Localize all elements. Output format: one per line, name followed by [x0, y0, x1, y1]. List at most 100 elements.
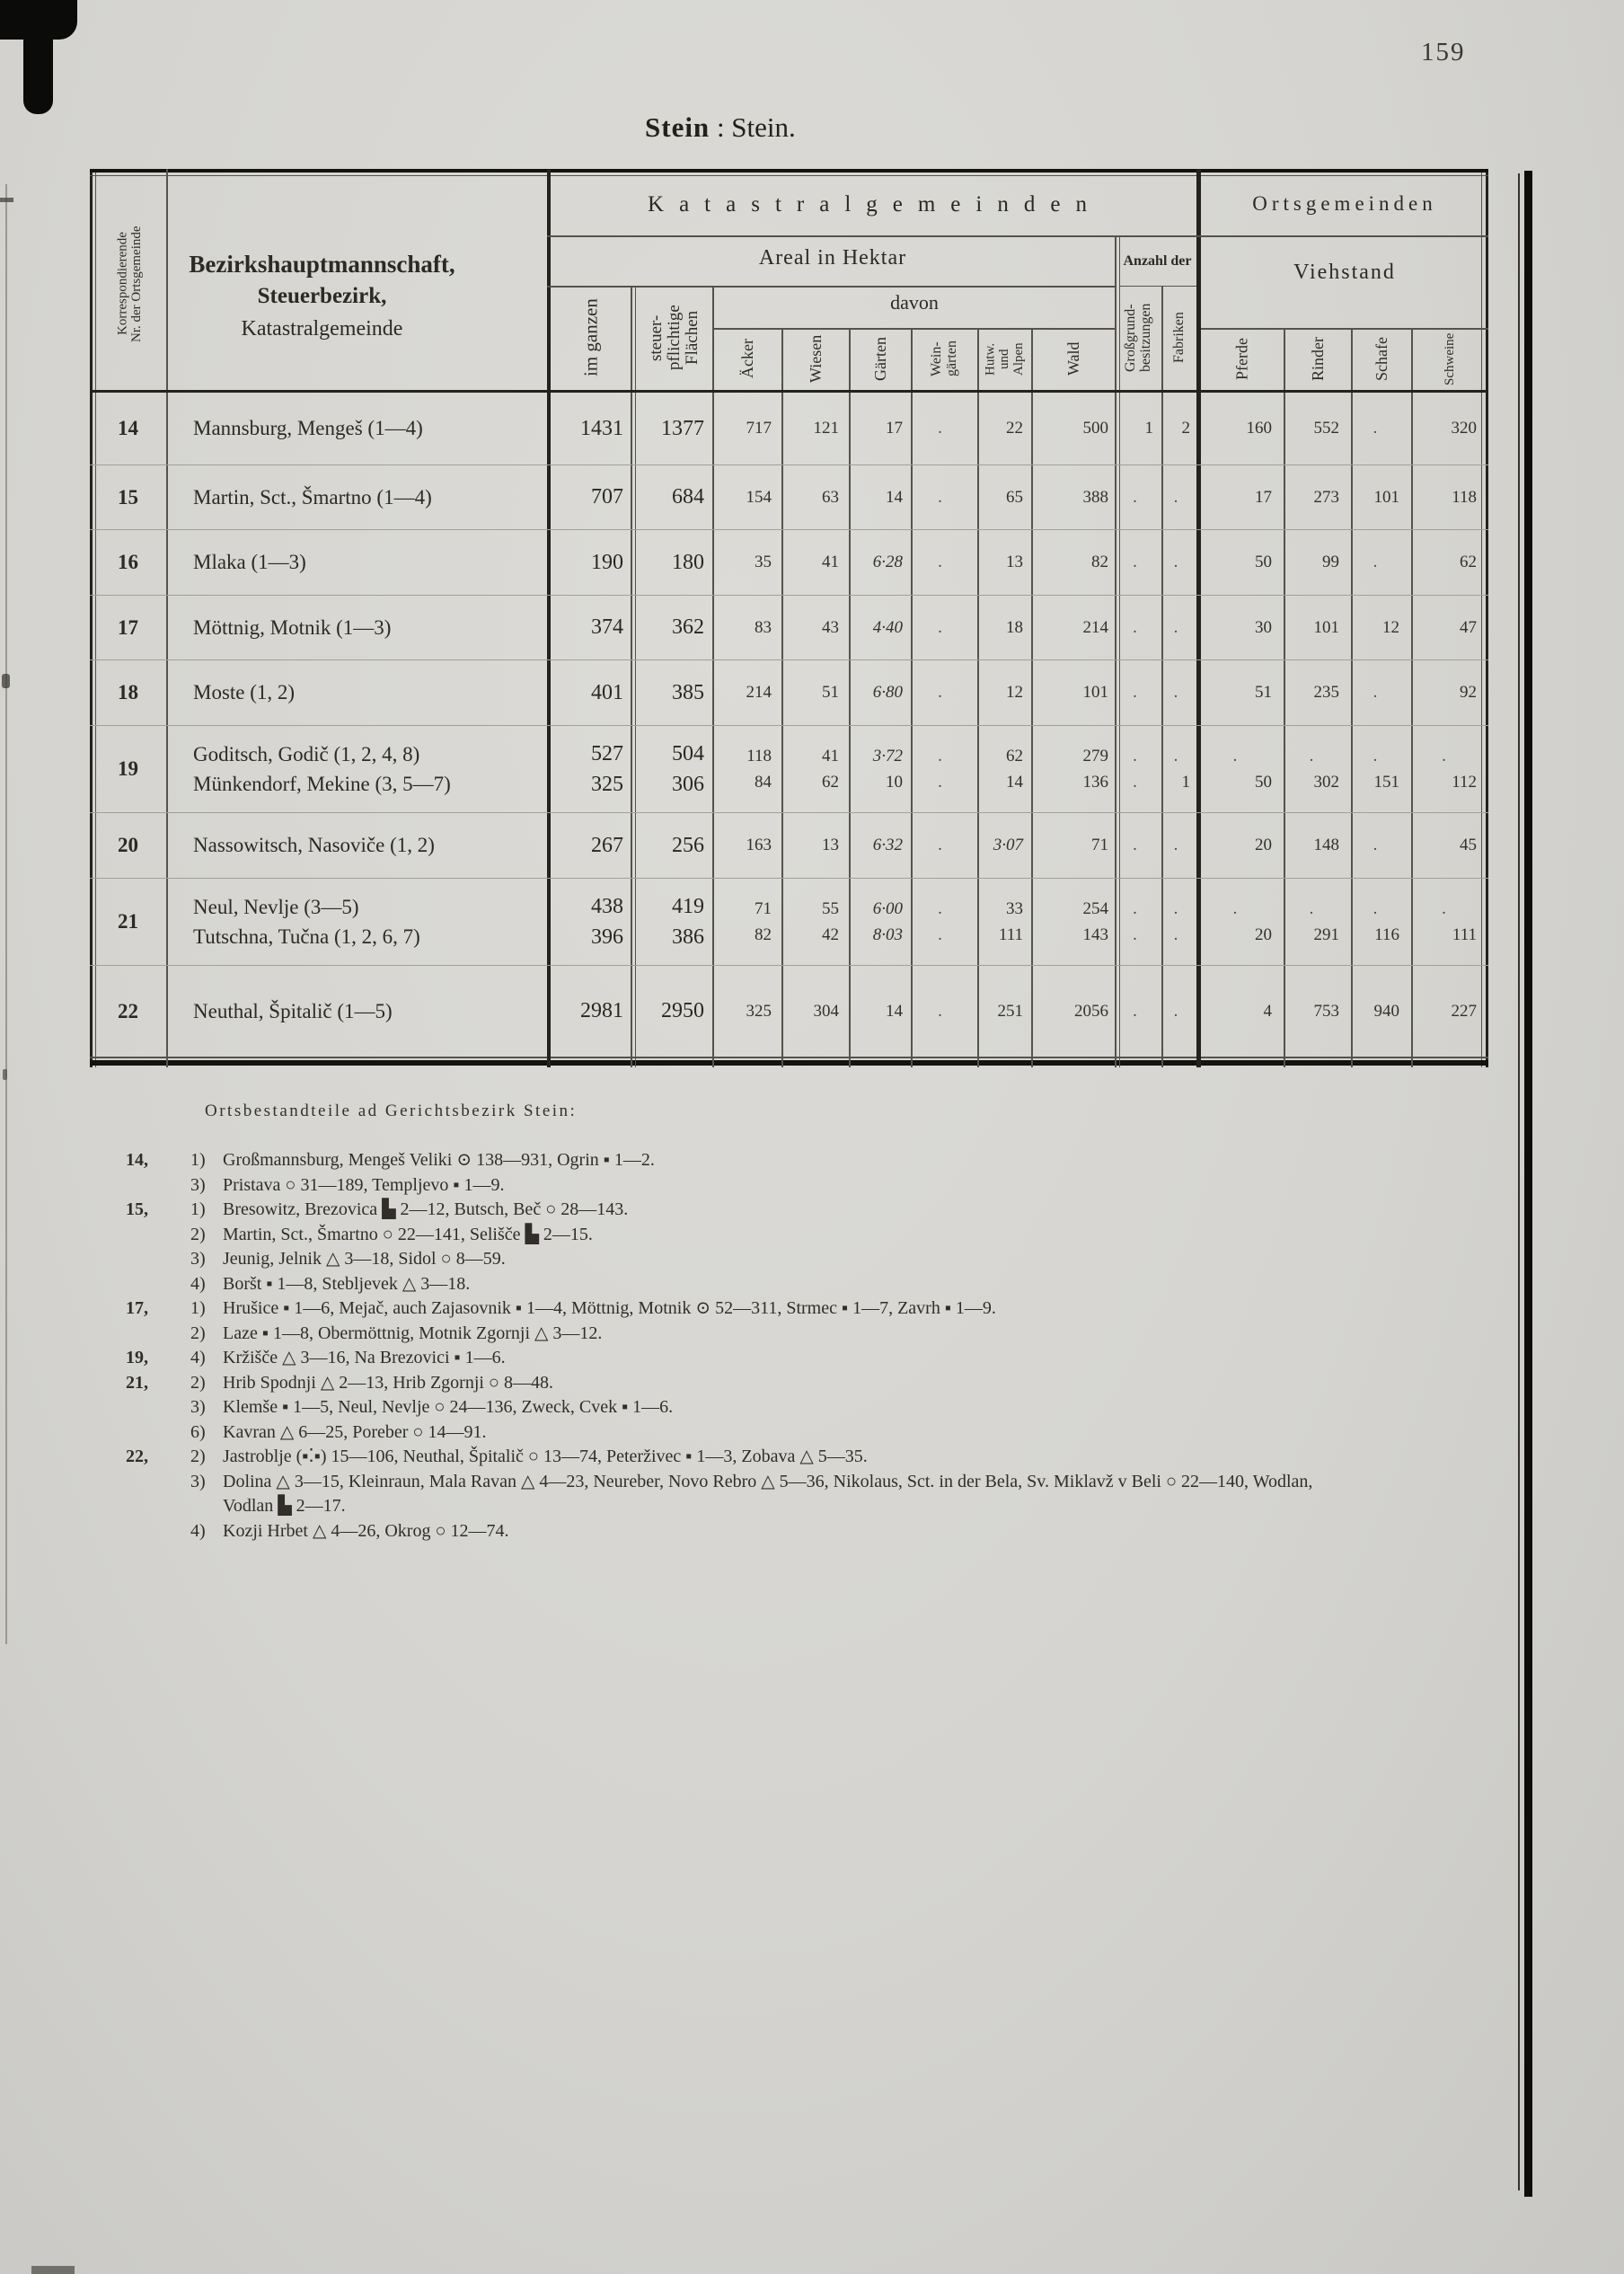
footnote-line: 15, 1) Bresowitz, Brezovica ▙ 2—12, Butsch… — [0, 1198, 1545, 1223]
col-label-fabriken: Fabriken — [1171, 312, 1187, 364]
value: 111 — [998, 925, 1023, 944]
table-border-left-inner — [95, 169, 96, 1067]
row-number-text: 22 — [118, 999, 138, 1022]
section-ortsgemeinden: Ortsgemeinden — [1252, 192, 1437, 215]
value: 374 — [591, 615, 623, 639]
footnote-sub-number: 3) — [190, 1249, 206, 1269]
value: . — [1133, 925, 1137, 944]
name-line: Goditsch, Godič (1, 2, 4, 8) — [193, 742, 420, 765]
value: 552 — [1313, 419, 1340, 438]
steuerbezirk-label: Steuerbezirk, — [257, 284, 387, 308]
rule-katastral-orts — [1196, 169, 1201, 1067]
value-cell: 30 — [1198, 596, 1284, 659]
rule-under-davon — [712, 328, 1116, 330]
value: . — [1232, 746, 1238, 765]
value: . — [938, 898, 942, 918]
footnote-line: 4) Boršt ▪ 1—8, Stebljevek △ 3—18. — [0, 1272, 1545, 1297]
value: 227 — [1451, 1001, 1478, 1021]
value: 306 — [672, 772, 704, 796]
scan-artifact-margin-mark-2 — [3, 1069, 7, 1080]
name-line: Nassowitsch, Nasoviče (1, 2) — [193, 834, 435, 856]
value-cell: 1431 — [549, 393, 631, 465]
name-line: Mlaka (1—3) — [193, 551, 306, 573]
value-cell: 101 — [1351, 465, 1411, 529]
value: 2950 — [661, 999, 704, 1022]
value: . — [938, 553, 942, 571]
col-label-aecker: Äcker — [738, 339, 757, 379]
value: 6·28 — [872, 553, 903, 571]
value-cell: . — [1351, 660, 1411, 725]
value-cell: . — [1161, 596, 1198, 659]
value-cell: 18 — [977, 596, 1031, 659]
value-cell: 33 111 — [977, 879, 1031, 965]
footnote-row-number: 17, — [126, 1298, 148, 1318]
value-cell: 214 — [712, 660, 780, 725]
col-label-grossgrundbesitzungen: Großgrund- besitzungen — [1123, 303, 1153, 373]
value: . — [1173, 925, 1178, 944]
value: . — [1173, 683, 1178, 702]
value: 148 — [1313, 836, 1340, 854]
rule-wiesen-gaerten — [849, 328, 851, 1067]
value: 251 — [997, 1001, 1024, 1021]
value-cell: 527 325 — [549, 726, 631, 812]
footnote-sub-number: 1) — [190, 1150, 206, 1170]
value: 51 — [822, 683, 839, 702]
value-cell: 17 — [847, 393, 911, 465]
value: . — [1133, 836, 1137, 854]
value: 51 — [1255, 683, 1272, 702]
value: . — [938, 419, 942, 438]
value-cell: 101 — [1284, 596, 1351, 659]
value: 41 — [822, 746, 839, 765]
footnote-sub-number: 3) — [190, 1471, 206, 1491]
scan-artifact-right-thin-line — [1518, 173, 1520, 2190]
value: . — [1372, 683, 1378, 702]
value-cell: 504 306 — [631, 726, 712, 812]
value: 753 — [1313, 1001, 1340, 1021]
value: . — [1372, 746, 1378, 765]
rule-nr-name — [166, 169, 168, 1067]
value-cell: 385 — [631, 660, 712, 725]
value: 386 — [672, 925, 704, 949]
value-cell: 118 — [1411, 465, 1488, 529]
value-cell: 71 82 — [712, 879, 780, 965]
value-cell: 707 — [549, 465, 631, 529]
value-cell: 190 — [549, 530, 631, 595]
row-number-text: 15 — [118, 485, 138, 509]
value: 116 — [1374, 925, 1399, 944]
value: 35 — [755, 553, 772, 571]
footnote-row-number: 22, — [126, 1447, 148, 1466]
rule-wald-anzahl-b — [1119, 235, 1120, 1067]
value-cell: . — [911, 465, 977, 529]
value: 214 — [746, 683, 772, 702]
footnote-text: Martin, Sct., Šmartno ○ 22—141, Selišče … — [223, 1224, 593, 1244]
value: . — [938, 925, 942, 944]
value: . — [1232, 898, 1238, 918]
rule-under-katastral — [547, 235, 1201, 237]
value: 267 — [591, 833, 623, 857]
table-border-right-inner — [1481, 169, 1482, 1067]
value-cell: 552 — [1284, 393, 1351, 465]
footnote-text: Hrib Spodnji △ 2—13, Hrib Zgornji ○ 8—48… — [223, 1372, 554, 1393]
name-line: Tutschna, Tučna (1, 2, 6, 7) — [193, 925, 420, 948]
value: . — [1173, 898, 1178, 918]
footnote-row-number: 15, — [126, 1199, 148, 1219]
value: 62 — [822, 772, 839, 792]
footnote-sub-number: 2) — [190, 1447, 206, 1466]
value-cell: . — [1351, 530, 1411, 595]
footnote-line: 2) Martin, Sct., Šmartno ○ 22—141, Selišč… — [0, 1223, 1545, 1248]
value-cell: .. — [911, 879, 977, 965]
value: 101 — [1373, 487, 1400, 507]
value: 118 — [746, 746, 772, 765]
value-cell: 388 — [1031, 465, 1116, 529]
katastralgemeinde-name: Möttnig, Motnik (1—3) — [166, 596, 549, 659]
bezirkshauptmannschaft-label: Bezirkshauptmannschaft, — [189, 251, 455, 278]
value: 325 — [746, 1001, 772, 1021]
value-cell: . — [1116, 813, 1161, 878]
value: 500 — [1082, 419, 1109, 438]
scan-artifact-margin-mark-1 — [2, 674, 10, 688]
anzahl-der-label: Anzahl der — [1123, 253, 1192, 269]
value: 2 — [1181, 419, 1191, 438]
value: . — [1133, 746, 1137, 765]
row-number-text: 21 — [118, 910, 138, 933]
value-cell: 235 — [1284, 660, 1351, 725]
